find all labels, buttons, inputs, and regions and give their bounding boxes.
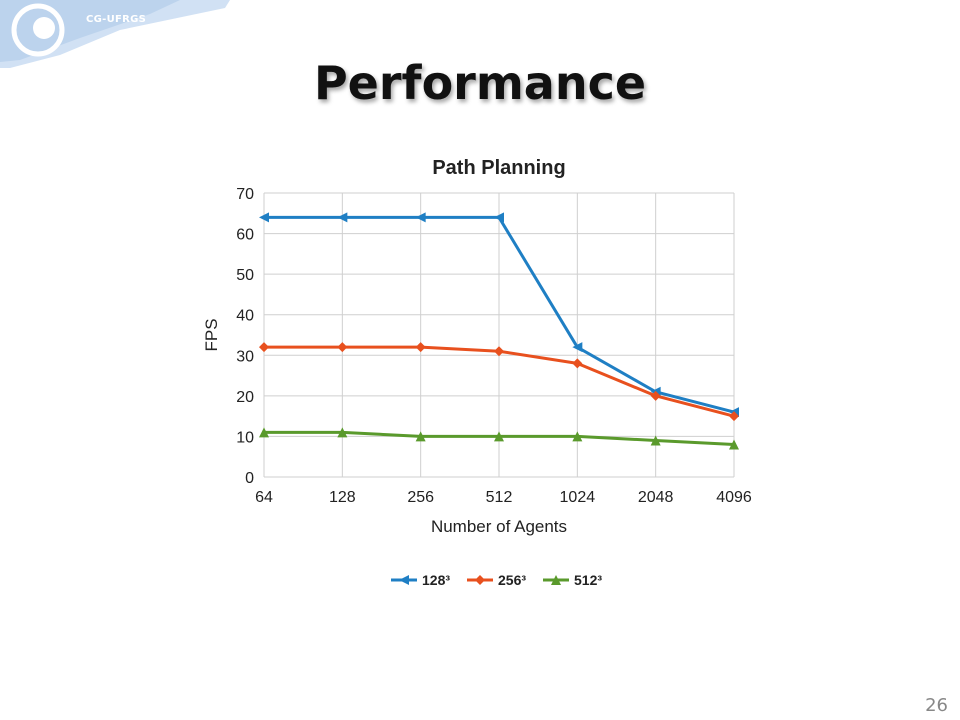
data-point-series-3	[650, 435, 661, 446]
y-tick-label: 0	[245, 470, 254, 487]
y-tick-label: 20	[236, 389, 254, 406]
logo-text: CG-UFRGS	[86, 14, 147, 25]
y-tick-label: 60	[236, 227, 254, 244]
y-tick-label: 40	[236, 308, 254, 325]
data-point-series-1	[572, 342, 583, 353]
data-point-series-3	[415, 431, 426, 442]
y-tick-label: 50	[236, 267, 254, 284]
legend-label-2: 256³	[498, 572, 526, 588]
page-title: Performance	[313, 56, 647, 110]
data-point-series-2	[650, 390, 661, 401]
x-tick-label: 2048	[638, 489, 674, 506]
logo-graphic	[0, 0, 230, 68]
line-chart: Path Planning 0 10 20 30 40 50 60 70 64 128 256 512 1…	[202, 157, 752, 588]
y-axis-label: FPS	[202, 318, 221, 351]
x-tick-label: 512	[486, 489, 513, 506]
legend-swatch-marker	[475, 575, 485, 585]
data-point-series-2	[494, 346, 504, 357]
data-point-series-2	[337, 342, 348, 353]
x-tick-label: 1024	[560, 489, 596, 506]
data-point-series-3	[259, 427, 269, 438]
x-tick-label: 4096	[716, 489, 752, 506]
data-point-series-3	[572, 431, 583, 442]
x-tick-label: 256	[407, 489, 434, 506]
data-point-series-3	[494, 431, 504, 442]
data-point-series-2	[415, 342, 426, 353]
x-tick-label: 64	[255, 489, 273, 506]
data-point-series-1	[337, 212, 348, 223]
legend-swatch-marker	[551, 575, 561, 585]
chart-container: Path Planning 0 10 20 30 40 50 60 70 64 128 256 512 1…	[160, 140, 800, 610]
data-point-series-1	[415, 212, 426, 223]
data-point-series-2	[259, 342, 269, 353]
page-number: 26	[925, 695, 948, 716]
legend-label-3: 512³	[574, 572, 602, 588]
legend-swatch-marker	[399, 575, 409, 585]
data-point-series-2	[572, 358, 583, 369]
logo: CG-UFRGS	[0, 0, 240, 70]
data-point-series-1	[259, 212, 269, 223]
data-point-series-3	[729, 439, 739, 450]
y-tick-label: 10	[236, 429, 254, 446]
x-axis-label: Number of Agents	[431, 517, 567, 536]
x-tick-label: 128	[329, 489, 356, 506]
data-point-series-3	[337, 427, 348, 438]
y-tick-label: 70	[236, 186, 254, 203]
data-point-series-1	[494, 212, 504, 223]
legend-label-1: 128³	[422, 572, 450, 588]
data-point-series-2	[729, 411, 739, 422]
chart-title: Path Planning	[432, 157, 565, 179]
y-tick-label: 30	[236, 348, 254, 365]
